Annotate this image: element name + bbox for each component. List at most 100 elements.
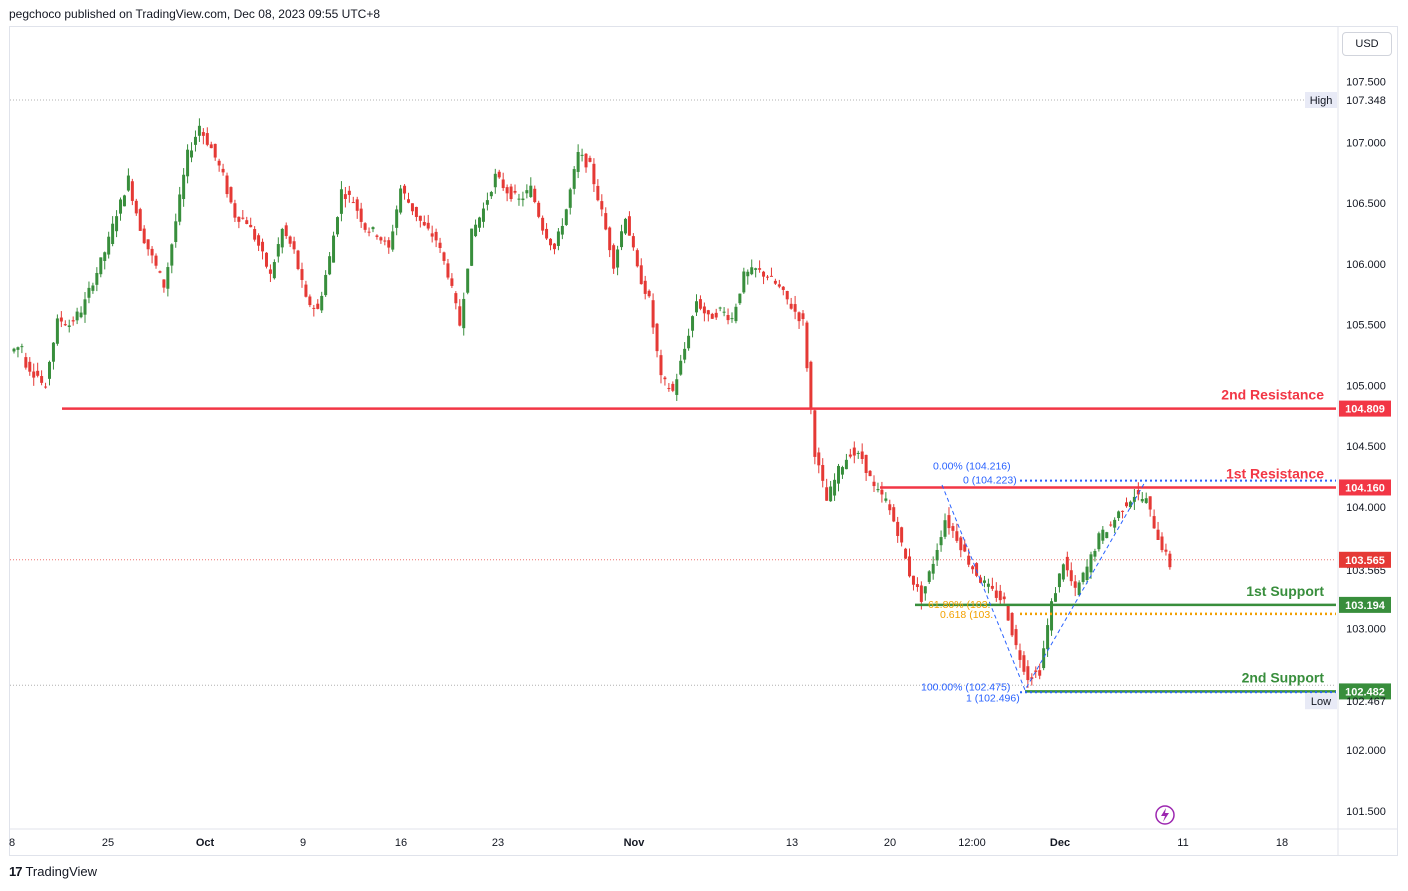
candle-body — [470, 228, 474, 266]
price-axis[interactable]: 107.500 107.000 106.500 106.000 105.500 105.0… — [1305, 77, 1391, 818]
tradingview-footer: 17 TradingView — [9, 864, 97, 879]
candle-body — [466, 268, 470, 293]
candle-body — [785, 291, 789, 300]
candle-body — [489, 191, 493, 197]
candle-body — [691, 316, 695, 331]
candle-body — [1089, 554, 1093, 573]
candle-body — [347, 190, 351, 195]
candle-body — [1053, 593, 1057, 602]
candle-body — [328, 256, 332, 275]
candle-body — [253, 229, 257, 240]
candle-body — [868, 470, 872, 477]
candle-body — [927, 571, 931, 582]
candle-body — [860, 451, 864, 460]
candle-body — [1065, 556, 1069, 571]
candle-body — [1038, 670, 1042, 676]
candle-body — [359, 208, 363, 222]
level-name: 2nd Support — [1242, 669, 1325, 685]
candle-body — [947, 515, 951, 529]
candle-body — [446, 263, 450, 278]
candle-body — [497, 171, 501, 178]
candle-body — [837, 465, 841, 484]
lightning-icon[interactable] — [1155, 805, 1175, 825]
candle-body — [817, 452, 821, 466]
candle-body — [292, 241, 296, 250]
candle-body — [387, 240, 391, 248]
candle-body — [821, 465, 825, 481]
fib-bottom-ratio: 1 (102.496) — [966, 692, 1020, 704]
candle-body — [718, 307, 722, 309]
candle-body — [414, 206, 418, 217]
candle-body — [1117, 511, 1121, 519]
candle-body — [355, 199, 359, 211]
candle-body — [91, 285, 95, 291]
candle-body — [142, 228, 146, 244]
candle-body — [237, 216, 241, 222]
candle-body — [884, 498, 888, 501]
candle-body — [481, 208, 485, 222]
candle-body — [801, 313, 805, 320]
candle-body — [166, 267, 170, 289]
candle-body — [257, 235, 261, 246]
y-tick-label: 104.500 — [1346, 441, 1386, 453]
candle-body — [332, 235, 336, 263]
candle-body — [643, 280, 647, 294]
candle-body — [375, 235, 379, 237]
candle-body — [426, 222, 430, 229]
candle-body — [959, 537, 963, 551]
candle-body — [201, 132, 205, 136]
candle-body — [276, 244, 280, 257]
candle-body — [687, 335, 691, 349]
candle-body — [620, 231, 624, 248]
candle-body — [40, 376, 44, 383]
candle-body — [474, 224, 478, 237]
currency-button[interactable]: USD — [1342, 32, 1392, 56]
candle-body — [935, 549, 939, 561]
y-tick-label: 101.500 — [1346, 806, 1386, 818]
lightning-circle — [1155, 805, 1175, 825]
candle-body — [119, 199, 123, 214]
candle-body — [391, 231, 395, 250]
candle-body — [537, 202, 541, 217]
candle-body — [1042, 648, 1046, 669]
candle-body — [651, 300, 655, 328]
candle-body — [186, 149, 190, 177]
candle-body — [592, 163, 596, 185]
candle-body — [261, 241, 265, 252]
candle-body — [888, 504, 892, 511]
time-axis[interactable]: 8 25 Oct 9 16 23 Nov 13 20 12:00 Dec 11 18 — [9, 837, 1288, 849]
candle-body — [552, 243, 556, 250]
candle-body — [600, 201, 604, 210]
candle-body — [856, 452, 860, 454]
fib-top-ratio: 0 (104.223) — [963, 475, 1017, 487]
candle-body — [300, 269, 304, 280]
candle-body — [221, 168, 225, 173]
candle-body — [111, 223, 115, 244]
candle-body — [12, 348, 16, 352]
candle-body — [667, 387, 671, 389]
candle-body — [190, 150, 194, 158]
candle-body — [848, 454, 852, 457]
candle-body — [1022, 655, 1026, 672]
candle-body — [1132, 496, 1136, 502]
candle-body — [892, 507, 896, 522]
candle-body — [580, 154, 584, 156]
candle-body — [971, 566, 975, 570]
candle-body — [631, 236, 635, 248]
candle-body — [509, 186, 513, 199]
y-tick-label: 103.000 — [1346, 623, 1386, 635]
candle-body — [521, 198, 525, 201]
candle-body — [233, 203, 237, 218]
fib-mid-ratio: 0.618 (103. — [940, 609, 993, 621]
candle-body — [16, 347, 20, 350]
y-tick-label: 107.000 — [1346, 137, 1386, 149]
high-badge — [1305, 92, 1337, 108]
candle-body — [963, 544, 967, 552]
candle-body — [864, 454, 868, 473]
candle-body — [339, 189, 343, 214]
candle-body — [296, 250, 300, 270]
candle-body — [647, 290, 651, 297]
candle-body — [880, 489, 884, 495]
candle-body — [584, 153, 588, 168]
